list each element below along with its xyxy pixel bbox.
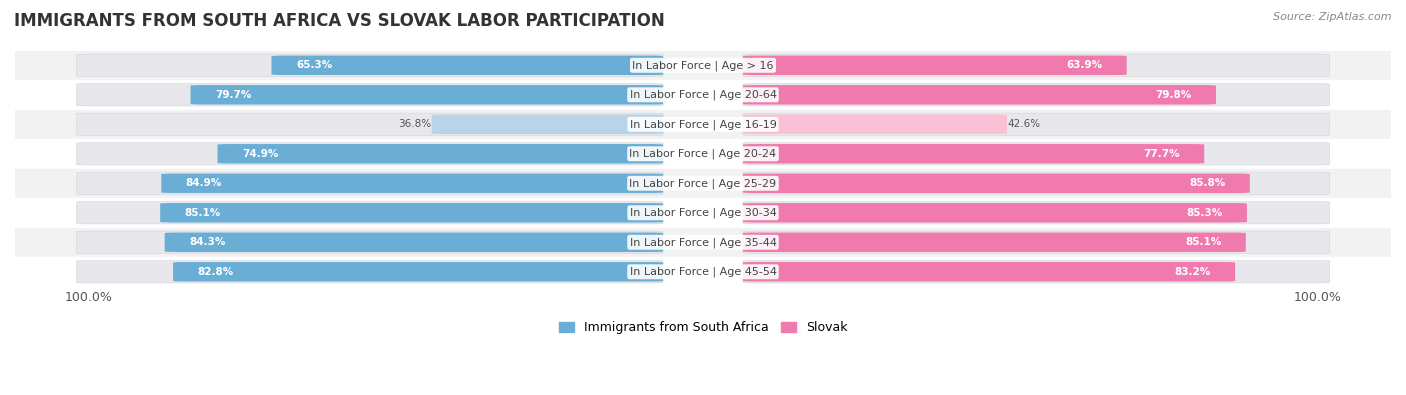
Text: 84.3%: 84.3% (190, 237, 225, 247)
FancyBboxPatch shape (191, 85, 664, 105)
FancyBboxPatch shape (742, 84, 1330, 106)
FancyBboxPatch shape (271, 56, 664, 75)
FancyBboxPatch shape (742, 261, 1330, 283)
FancyBboxPatch shape (173, 262, 664, 282)
Text: 82.8%: 82.8% (198, 267, 233, 277)
Bar (15, 228, 1391, 257)
Text: 84.9%: 84.9% (186, 178, 222, 188)
Bar (15, 51, 1391, 80)
Bar (15, 198, 1391, 228)
Text: 65.3%: 65.3% (297, 60, 332, 70)
Bar (15, 109, 1391, 139)
FancyBboxPatch shape (76, 231, 664, 254)
Text: 79.8%: 79.8% (1156, 90, 1191, 100)
Text: In Labor Force | Age > 16: In Labor Force | Age > 16 (633, 60, 773, 71)
FancyBboxPatch shape (76, 261, 664, 283)
FancyBboxPatch shape (742, 231, 1330, 254)
Text: IMMIGRANTS FROM SOUTH AFRICA VS SLOVAK LABOR PARTICIPATION: IMMIGRANTS FROM SOUTH AFRICA VS SLOVAK L… (14, 12, 665, 30)
Legend: Immigrants from South Africa, Slovak: Immigrants from South Africa, Slovak (554, 316, 852, 339)
Text: 85.8%: 85.8% (1189, 178, 1225, 188)
FancyBboxPatch shape (76, 201, 664, 224)
FancyBboxPatch shape (165, 233, 664, 252)
FancyBboxPatch shape (742, 172, 1330, 194)
FancyBboxPatch shape (218, 144, 664, 164)
Text: In Labor Force | Age 35-44: In Labor Force | Age 35-44 (630, 237, 776, 248)
FancyBboxPatch shape (742, 201, 1330, 224)
Text: In Labor Force | Age 30-34: In Labor Force | Age 30-34 (630, 207, 776, 218)
Text: 85.3%: 85.3% (1187, 208, 1222, 218)
FancyBboxPatch shape (742, 115, 1007, 134)
Text: In Labor Force | Age 20-64: In Labor Force | Age 20-64 (630, 90, 776, 100)
Text: In Labor Force | Age 16-19: In Labor Force | Age 16-19 (630, 119, 776, 130)
FancyBboxPatch shape (742, 173, 1250, 193)
Text: 63.9%: 63.9% (1066, 60, 1102, 70)
Bar (15, 139, 1391, 169)
FancyBboxPatch shape (76, 143, 664, 165)
FancyBboxPatch shape (76, 54, 664, 77)
FancyBboxPatch shape (742, 113, 1330, 135)
FancyBboxPatch shape (76, 84, 664, 106)
FancyBboxPatch shape (76, 113, 664, 135)
Bar (15, 169, 1391, 198)
FancyBboxPatch shape (742, 143, 1330, 165)
FancyBboxPatch shape (742, 203, 1247, 222)
Text: In Labor Force | Age 25-29: In Labor Force | Age 25-29 (630, 178, 776, 188)
Text: 74.9%: 74.9% (242, 149, 278, 159)
FancyBboxPatch shape (742, 233, 1246, 252)
Text: 85.1%: 85.1% (184, 208, 221, 218)
FancyBboxPatch shape (742, 144, 1204, 164)
Text: In Labor Force | Age 20-24: In Labor Force | Age 20-24 (630, 149, 776, 159)
FancyBboxPatch shape (162, 173, 664, 193)
Text: 36.8%: 36.8% (398, 119, 432, 129)
Text: 77.7%: 77.7% (1143, 149, 1180, 159)
FancyBboxPatch shape (76, 172, 664, 194)
FancyBboxPatch shape (432, 115, 664, 134)
FancyBboxPatch shape (742, 262, 1234, 282)
Bar (15, 80, 1391, 109)
Bar (15, 257, 1391, 286)
Text: Source: ZipAtlas.com: Source: ZipAtlas.com (1274, 12, 1392, 22)
Text: 85.1%: 85.1% (1185, 237, 1222, 247)
FancyBboxPatch shape (742, 56, 1126, 75)
FancyBboxPatch shape (742, 85, 1216, 105)
Text: 79.7%: 79.7% (215, 90, 252, 100)
FancyBboxPatch shape (742, 54, 1330, 77)
Text: In Labor Force | Age 45-54: In Labor Force | Age 45-54 (630, 267, 776, 277)
Text: 42.6%: 42.6% (1007, 119, 1040, 129)
Text: 83.2%: 83.2% (1174, 267, 1211, 277)
FancyBboxPatch shape (160, 203, 664, 222)
